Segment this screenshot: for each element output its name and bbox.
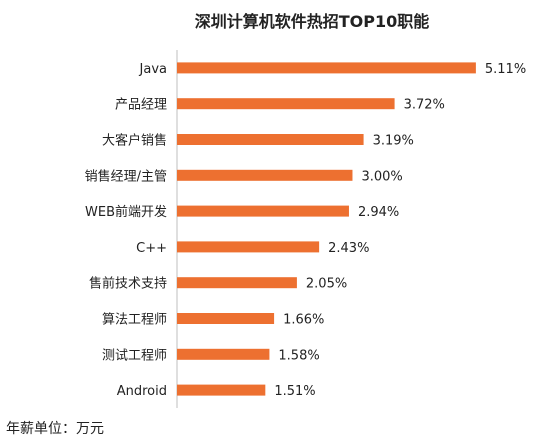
unit-footnote: 年薪单位：万元	[6, 421, 104, 437]
category-label: 测试工程师	[102, 348, 167, 363]
chart-title: 深圳计算机软件热招TOP10职能	[195, 12, 430, 31]
bar	[177, 169, 353, 181]
bar	[177, 98, 395, 110]
bar	[177, 134, 364, 145]
bar	[177, 313, 275, 324]
category-label: 大客户销售	[102, 133, 167, 149]
category-label: 售前技术支持	[89, 276, 167, 292]
category-label: Java	[139, 62, 167, 77]
value-label: 1.51%	[274, 384, 315, 399]
bars-group: Java 5.11% 产品经理 3.72% 大客户销售 3.19% 销售经理/主管 3.00%…	[85, 62, 527, 399]
bar	[177, 384, 266, 396]
value-label: 1.66%	[283, 313, 324, 328]
category-label: 算法工程师	[102, 313, 167, 328]
bar	[177, 205, 349, 217]
category-label: 销售经理/主管	[85, 168, 167, 184]
bar	[177, 348, 270, 360]
value-label: 3.72%	[404, 98, 445, 113]
category-label: 产品经理	[115, 98, 167, 113]
value-label: 1.58%	[278, 348, 319, 363]
value-label: 2.43%	[328, 241, 369, 256]
value-label: 2.05%	[306, 277, 347, 292]
bar	[177, 277, 297, 289]
bar	[177, 241, 320, 253]
value-label: 3.00%	[361, 169, 402, 184]
value-label: 3.19%	[373, 134, 414, 149]
value-label: 2.94%	[358, 205, 399, 220]
category-label: Android	[117, 384, 167, 399]
category-label: C++	[136, 241, 167, 256]
value-label: 5.11%	[485, 62, 526, 77]
category-label: WEB前端开发	[85, 204, 167, 220]
bar	[177, 62, 476, 74]
